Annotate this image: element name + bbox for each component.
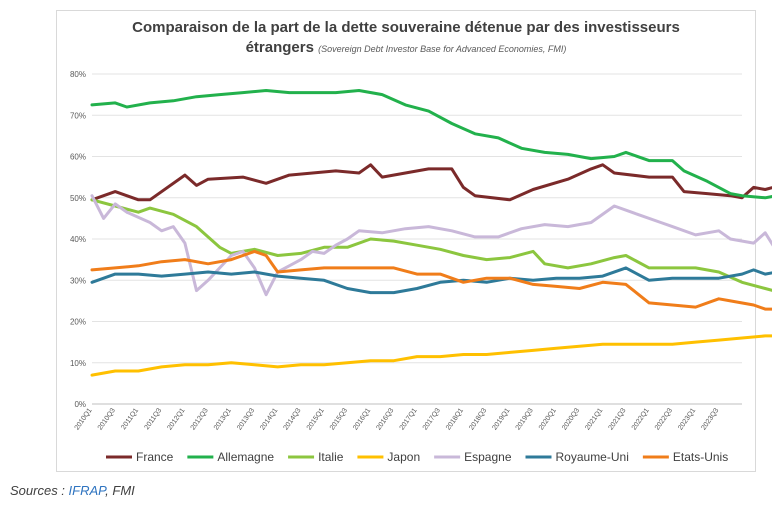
x-tick-label: 2023Q1	[677, 407, 697, 432]
chart-title-line1: Comparaison de la part de la dette souve…	[132, 19, 680, 36]
x-tick-label: 2023Q3	[700, 407, 720, 432]
legend-label-espagne: Espagne	[464, 450, 512, 464]
legend-label-france: France	[136, 450, 174, 464]
legend-label-etats-unis: Etats-Unis	[673, 450, 728, 464]
fmi-text: FMI	[112, 483, 135, 498]
chart-title: Comparaison de la part de la dette souve…	[56, 18, 756, 59]
x-tick-label: 2010Q3	[97, 407, 117, 432]
x-tick-label: 2019Q3	[515, 407, 535, 432]
series-line-espagne	[90, 194, 772, 297]
x-tick-label: 2010Q1	[74, 407, 94, 432]
series-line-france	[90, 163, 772, 202]
legend-label-italie: Italie	[318, 450, 344, 464]
chart-subtitle: (Sovereign Debt Investor Base for Advanc…	[318, 44, 567, 54]
y-tick-label: 20%	[70, 318, 86, 327]
legend-label-allemagne: Allemagne	[217, 450, 274, 464]
x-tick-label: 2016Q1	[352, 407, 372, 432]
series-line-italie	[90, 198, 772, 292]
y-tick-label: 80%	[70, 70, 86, 79]
series-line-etats-unis	[90, 249, 772, 311]
x-tick-label: 2018Q3	[468, 407, 488, 432]
legend-label-japon: Japon	[387, 450, 420, 464]
x-tick-label: 2019Q1	[491, 407, 511, 432]
x-tick-label: 2016Q3	[375, 407, 395, 432]
x-tick-label: 2014Q3	[283, 407, 303, 432]
x-tick-label: 2020Q3	[561, 407, 581, 432]
x-tick-label: 2011Q1	[120, 407, 140, 431]
x-tick-label: 2015Q3	[329, 407, 349, 432]
x-tick-label: 2022Q1	[631, 407, 651, 432]
x-tick-label: 2017Q1	[399, 407, 419, 432]
y-tick-label: 0%	[74, 400, 86, 409]
x-tick-label: 2018Q1	[445, 407, 465, 432]
x-tick-label: 2021Q3	[608, 407, 628, 432]
series-line-japon	[90, 334, 772, 377]
y-tick-label: 60%	[70, 153, 86, 162]
chart-frame	[56, 10, 756, 472]
y-tick-label: 10%	[70, 359, 86, 368]
x-tick-label: 2013Q1	[213, 407, 233, 432]
chart-title-line2-text: étrangers	[245, 39, 314, 56]
series-line-royaume-uni	[90, 266, 772, 295]
legend-label-royaume-uni: Royaume-Uni	[556, 450, 629, 464]
ifrap-link[interactable]: IFRAP	[68, 483, 106, 498]
sources-prefix: Sources :	[10, 483, 69, 498]
x-tick-label: 2020Q1	[538, 407, 558, 432]
x-tick-label: 2011Q3	[144, 407, 164, 431]
x-tick-label: 2014Q1	[259, 407, 279, 432]
sources-sep: ,	[105, 483, 113, 498]
x-tick-label: 2022Q3	[654, 407, 674, 432]
y-tick-label: 70%	[70, 111, 86, 120]
x-tick-label: 2017Q3	[422, 407, 442, 432]
y-tick-label: 50%	[70, 194, 86, 203]
x-tick-label: 2015Q1	[306, 407, 326, 432]
y-tick-label: 40%	[70, 235, 86, 244]
x-tick-label: 2012Q1	[166, 407, 186, 432]
x-tick-label: 2013Q3	[236, 407, 256, 432]
x-tick-label: 2021Q1	[584, 407, 604, 432]
series-line-allemagne	[90, 89, 772, 200]
chart-title-line2: étrangers (Sovereign Debt Investor Base …	[56, 38, 756, 59]
x-tick-label: 2012Q3	[190, 407, 210, 432]
sources-note: Sources : IFRAP, FMI	[10, 483, 135, 498]
y-tick-label: 30%	[70, 276, 86, 285]
